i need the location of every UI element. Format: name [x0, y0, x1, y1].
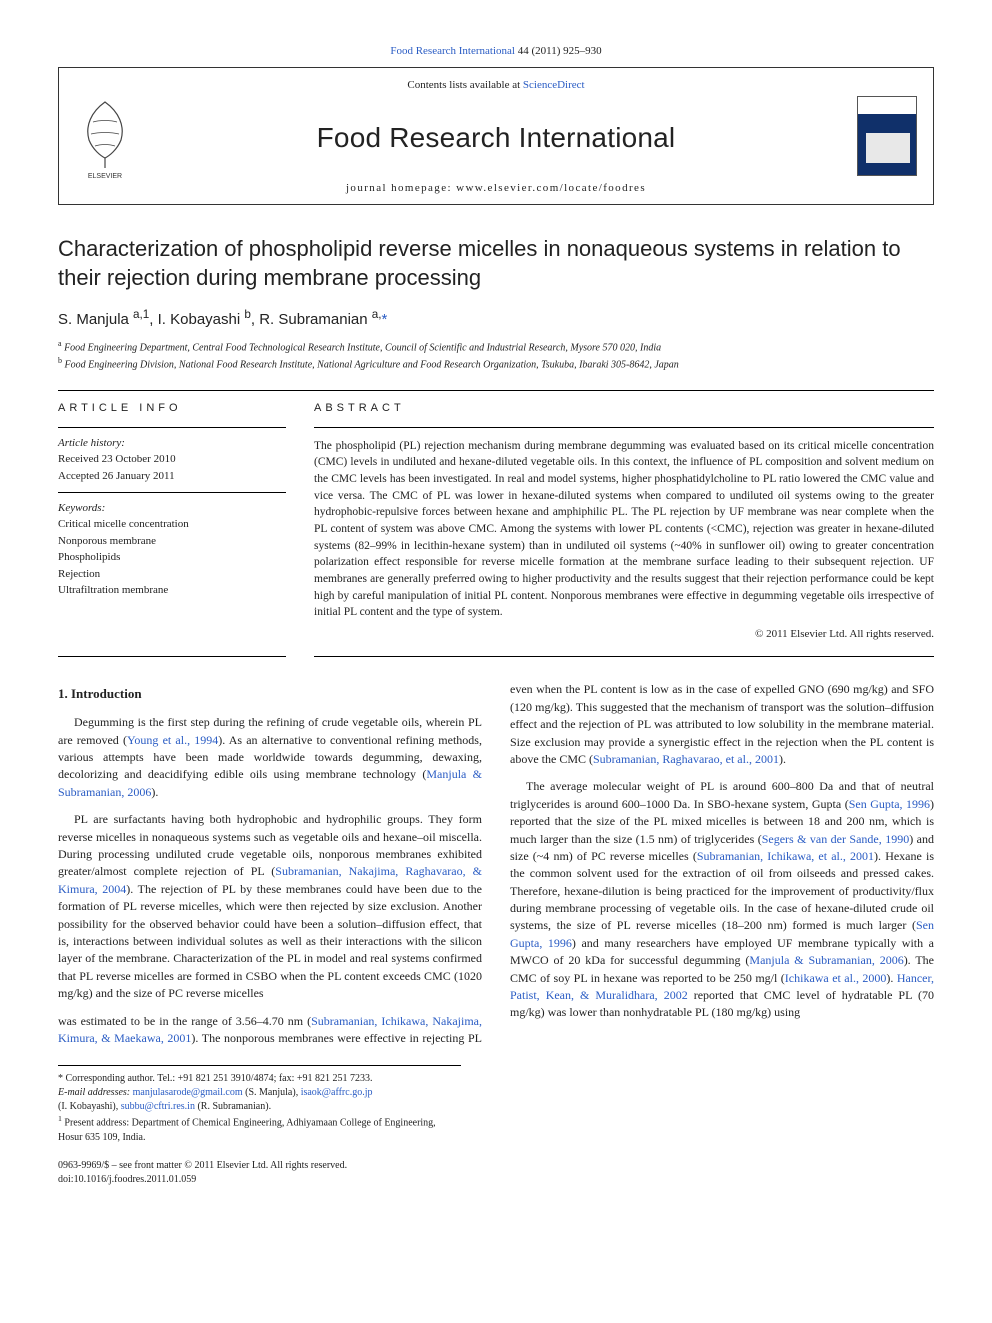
affiliation-b: b Food Engineering Division, National Fo…	[58, 355, 934, 372]
para-2: PL are surfactants having both hydrophob…	[58, 811, 482, 1002]
info-rule-2	[58, 492, 286, 493]
keyword-1: Critical micelle concentration	[58, 516, 286, 533]
email-addresses-2: (I. Kobayashi), subbu@cftri.res.in (R. S…	[58, 1100, 461, 1114]
article-info-head: article info	[58, 401, 286, 416]
rule-below-info	[58, 656, 934, 657]
authors-text: S. Manjula a,1, I. Kobayashi b, R. Subra…	[58, 311, 382, 328]
front-matter-line: 0963-9969/$ – see front matter © 2011 El…	[58, 1159, 934, 1187]
article-title: Characterization of phospholipid reverse…	[58, 235, 934, 292]
info-abstract-row: article info Article history: Received 2…	[58, 401, 934, 642]
ref-ichikawa-2000[interactable]: Ichikawa et al., 2000	[785, 971, 887, 985]
p2b: ). The rejection of PL by these membrane…	[58, 882, 482, 1000]
corresponding-author-note: * Corresponding author. Tel.: +91 821 25…	[58, 1072, 461, 1086]
contents-prefix: Contents lists available at	[407, 79, 522, 91]
corresponding-marker: *	[382, 311, 388, 328]
rule-above-info	[58, 390, 934, 391]
sciencedirect-link[interactable]: ScienceDirect	[523, 79, 585, 91]
affiliation-a-text: Food Engineering Department, Central Foo…	[64, 342, 661, 353]
affiliation-b-text: Food Engineering Division, National Food…	[65, 359, 679, 370]
cover-icon	[857, 96, 917, 176]
running-header-journal-link[interactable]: Food Research International	[390, 45, 515, 57]
issn-copyright: 0963-9969/$ – see front matter © 2011 El…	[58, 1159, 934, 1173]
p3a: was estimated to be in the range of 3.56…	[58, 1014, 311, 1028]
affiliation-a: a Food Engineering Department, Central F…	[58, 338, 934, 355]
journal-title: Food Research International	[317, 118, 676, 157]
rule-below-info-left	[58, 656, 286, 657]
p4g: ).	[886, 971, 896, 985]
homepage-label: journal homepage:	[346, 182, 456, 194]
email-kobayashi[interactable]: isaok@affrc.go.jp	[301, 1087, 373, 1098]
p1c: ).	[151, 785, 158, 799]
abstract-rule	[314, 427, 934, 428]
email-manjula[interactable]: manjulasarode@gmail.com	[133, 1087, 243, 1098]
abstract-copyright: © 2011 Elsevier Ltd. All rights reserved…	[314, 627, 934, 642]
doi-line: doi:10.1016/j.foodres.2011.01.059	[58, 1173, 934, 1187]
note1-text: Present address: Department of Chemical …	[58, 1118, 436, 1143]
emails-label: E-mail addresses:	[58, 1087, 133, 1098]
ref-young-1994[interactable]: Young et al., 1994	[127, 733, 218, 747]
doi-link[interactable]: 10.1016/j.foodres.2011.01.059	[74, 1174, 197, 1185]
journal-cover-thumbnail	[841, 68, 933, 204]
ref-manjula-2006b[interactable]: Manjula & Subramanian, 2006	[749, 953, 903, 967]
email-addresses: E-mail addresses: manjulasarode@gmail.co…	[58, 1086, 461, 1100]
journal-banner: ELSEVIER Contents lists available at Sci…	[58, 67, 934, 205]
received-date: Received 23 October 2010	[58, 451, 286, 468]
email-subramanian[interactable]: subbu@cftri.res.in	[121, 1101, 195, 1112]
affiliations: a Food Engineering Department, Central F…	[58, 338, 934, 373]
footnotes: * Corresponding author. Tel.: +91 821 25…	[58, 1065, 461, 1144]
running-header-citation: 44 (2011) 925–930	[515, 45, 602, 57]
keyword-4: Rejection	[58, 566, 286, 583]
present-address-note: 1 Present address: Department of Chemica…	[58, 1114, 461, 1144]
rule-below-info-right	[314, 656, 934, 657]
running-header: Food Research International 44 (2011) 92…	[58, 44, 934, 59]
abstract-text: The phospholipid (PL) rejection mechanis…	[314, 438, 934, 621]
article-body: 1. Introduction Degumming is the first s…	[58, 681, 934, 1047]
abstract-column: abstract The phospholipid (PL) rejection…	[314, 401, 934, 642]
ref-subramanian-2001c[interactable]: Subramanian, Ichikawa, et al., 2001	[697, 849, 874, 863]
para-4: The average molecular weight of PL is ar…	[510, 778, 934, 1021]
keyword-2: Nonporous membrane	[58, 533, 286, 550]
p3c: ).	[779, 752, 786, 766]
ref-subramanian-2001b[interactable]: Subramanian, Raghavarao, et al., 2001	[593, 752, 779, 766]
svg-text:ELSEVIER: ELSEVIER	[88, 173, 122, 180]
keywords-label: Keywords:	[58, 501, 286, 516]
homepage-url[interactable]: www.elsevier.com/locate/foodres	[456, 182, 646, 194]
para-1: Degumming is the first step during the r…	[58, 714, 482, 801]
keyword-5: Ultrafiltration membrane	[58, 582, 286, 599]
section-1-heading: 1. Introduction	[58, 685, 482, 704]
banner-center: Contents lists available at ScienceDirec…	[151, 68, 841, 204]
email1-who: (S. Manjula),	[243, 1087, 301, 1098]
accepted-date: Accepted 26 January 2011	[58, 468, 286, 485]
abstract-head: abstract	[314, 401, 934, 416]
publisher-logo: ELSEVIER	[59, 68, 151, 204]
author-list: S. Manjula a,1, I. Kobayashi b, R. Subra…	[58, 307, 934, 330]
keyword-3: Phospholipids	[58, 549, 286, 566]
email2-who: (I. Kobayashi),	[58, 1101, 121, 1112]
elsevier-tree-icon: ELSEVIER	[71, 92, 139, 180]
article-info-column: article info Article history: Received 2…	[58, 401, 286, 642]
ref-sengupta-1996a[interactable]: Sen Gupta, 1996	[849, 797, 930, 811]
ref-segers-1990[interactable]: Segers & van der Sande, 1990	[762, 832, 910, 846]
info-rule-1	[58, 427, 286, 428]
history-label: Article history:	[58, 436, 286, 451]
email3-who: (R. Subramanian).	[195, 1101, 271, 1112]
journal-homepage-line: journal homepage: www.elsevier.com/locat…	[346, 181, 646, 196]
contents-available-line: Contents lists available at ScienceDirec…	[407, 78, 584, 93]
